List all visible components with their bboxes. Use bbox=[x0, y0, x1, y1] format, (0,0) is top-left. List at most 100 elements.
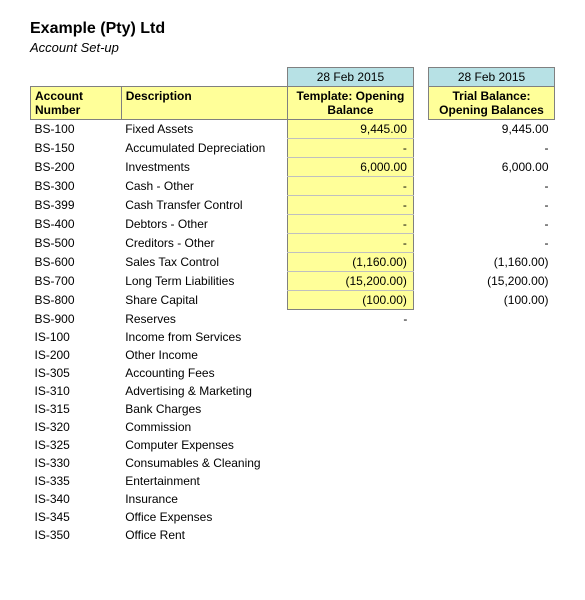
cell-template: - bbox=[287, 177, 413, 196]
cell-description: Consumables & Cleaning bbox=[121, 454, 287, 472]
cell-description: Bank Charges bbox=[121, 400, 287, 418]
table-row: BS-600Sales Tax Control(1,160.00)(1,160.… bbox=[31, 253, 555, 272]
template-date: 28 Feb 2015 bbox=[287, 68, 413, 87]
cell-trial bbox=[429, 328, 555, 346]
cell-account: IS-310 bbox=[31, 382, 122, 400]
cell-description: Long Term Liabilities bbox=[121, 272, 287, 291]
cell-template bbox=[287, 346, 413, 364]
table-row: IS-100Income from Services bbox=[31, 328, 555, 346]
cell-template bbox=[287, 436, 413, 454]
trial-date: 28 Feb 2015 bbox=[429, 68, 555, 87]
cell-description: Accounting Fees bbox=[121, 364, 287, 382]
cell-template: - bbox=[287, 215, 413, 234]
cell-gap bbox=[413, 253, 428, 272]
cell-gap bbox=[413, 346, 428, 364]
cell-template: (15,200.00) bbox=[287, 272, 413, 291]
cell-trial: - bbox=[429, 196, 555, 215]
cell-description: Reserves bbox=[121, 310, 287, 329]
cell-trial: - bbox=[429, 177, 555, 196]
cell-trial bbox=[429, 454, 555, 472]
table-row: IS-350Office Rent bbox=[31, 526, 555, 544]
table-row: BS-500Creditors - Other-- bbox=[31, 234, 555, 253]
cell-gap bbox=[413, 328, 428, 346]
cell-trial bbox=[429, 382, 555, 400]
cell-account: BS-400 bbox=[31, 215, 122, 234]
cell-description: Entertainment bbox=[121, 472, 287, 490]
header-template: Template: Opening Balance bbox=[287, 87, 413, 120]
cell-template: - bbox=[287, 196, 413, 215]
cell-account: BS-399 bbox=[31, 196, 122, 215]
cell-description: Debtors - Other bbox=[121, 215, 287, 234]
cell-description: Office Expenses bbox=[121, 508, 287, 526]
table-row: BS-400Debtors - Other-- bbox=[31, 215, 555, 234]
cell-gap bbox=[413, 139, 428, 158]
cell-template bbox=[287, 364, 413, 382]
cell-gap bbox=[413, 436, 428, 454]
cell-trial: (100.00) bbox=[429, 291, 555, 310]
cell-account: IS-345 bbox=[31, 508, 122, 526]
cell-account: IS-330 bbox=[31, 454, 122, 472]
cell-description: Fixed Assets bbox=[121, 120, 287, 139]
cell-account: BS-900 bbox=[31, 310, 122, 329]
cell-template bbox=[287, 418, 413, 436]
cell-trial: (1,160.00) bbox=[429, 253, 555, 272]
table-row: BS-150Accumulated Depreciation-- bbox=[31, 139, 555, 158]
cell-gap bbox=[413, 382, 428, 400]
cell-gap bbox=[413, 215, 428, 234]
cell-trial: - bbox=[429, 234, 555, 253]
cell-account: BS-300 bbox=[31, 177, 122, 196]
header-description: Description bbox=[121, 87, 287, 120]
cell-gap bbox=[413, 291, 428, 310]
cell-account: BS-600 bbox=[31, 253, 122, 272]
cell-description: Cash Transfer Control bbox=[121, 196, 287, 215]
cell-description: Advertising & Marketing bbox=[121, 382, 287, 400]
cell-account: IS-335 bbox=[31, 472, 122, 490]
cell-description: Cash - Other bbox=[121, 177, 287, 196]
document-subtitle: Account Set-up bbox=[30, 40, 555, 55]
cell-gap bbox=[413, 490, 428, 508]
cell-template: (100.00) bbox=[287, 291, 413, 310]
cell-trial: (15,200.00) bbox=[429, 272, 555, 291]
cell-gap bbox=[413, 158, 428, 177]
table-row: IS-320Commission bbox=[31, 418, 555, 436]
cell-description: Commission bbox=[121, 418, 287, 436]
cell-trial bbox=[429, 508, 555, 526]
cell-template: (1,160.00) bbox=[287, 253, 413, 272]
table-row: IS-305Accounting Fees bbox=[31, 364, 555, 382]
table-row: IS-200Other Income bbox=[31, 346, 555, 364]
cell-template bbox=[287, 472, 413, 490]
date-row: 28 Feb 2015 28 Feb 2015 bbox=[31, 68, 555, 87]
cell-description: Computer Expenses bbox=[121, 436, 287, 454]
cell-account: BS-100 bbox=[31, 120, 122, 139]
cell-gap bbox=[413, 508, 428, 526]
table-row: IS-340Insurance bbox=[31, 490, 555, 508]
table-row: BS-399Cash Transfer Control-- bbox=[31, 196, 555, 215]
cell-template: 9,445.00 bbox=[287, 120, 413, 139]
cell-template: - bbox=[287, 234, 413, 253]
table-row: IS-330Consumables & Cleaning bbox=[31, 454, 555, 472]
cell-description: Office Rent bbox=[121, 526, 287, 544]
cell-template bbox=[287, 328, 413, 346]
cell-template: - bbox=[287, 139, 413, 158]
cell-account: BS-700 bbox=[31, 272, 122, 291]
cell-account: BS-200 bbox=[31, 158, 122, 177]
cell-description: Income from Services bbox=[121, 328, 287, 346]
cell-description: Investments bbox=[121, 158, 287, 177]
table-row: BS-200Investments6,000.006,000.00 bbox=[31, 158, 555, 177]
cell-trial bbox=[429, 400, 555, 418]
table-row: IS-335Entertainment bbox=[31, 472, 555, 490]
cell-trial: - bbox=[429, 139, 555, 158]
cell-template bbox=[287, 382, 413, 400]
cell-trial bbox=[429, 418, 555, 436]
cell-trial bbox=[429, 436, 555, 454]
header-row: Account Number Description Template: Ope… bbox=[31, 87, 555, 120]
table-row: BS-700Long Term Liabilities(15,200.00)(1… bbox=[31, 272, 555, 291]
cell-trial bbox=[429, 490, 555, 508]
table-row: IS-345Office Expenses bbox=[31, 508, 555, 526]
cell-template bbox=[287, 508, 413, 526]
cell-template bbox=[287, 400, 413, 418]
header-trial: Trial Balance: Opening Balances bbox=[429, 87, 555, 120]
cell-trial: 6,000.00 bbox=[429, 158, 555, 177]
cell-description: Accumulated Depreciation bbox=[121, 139, 287, 158]
table-row: BS-800Share Capital(100.00)(100.00) bbox=[31, 291, 555, 310]
